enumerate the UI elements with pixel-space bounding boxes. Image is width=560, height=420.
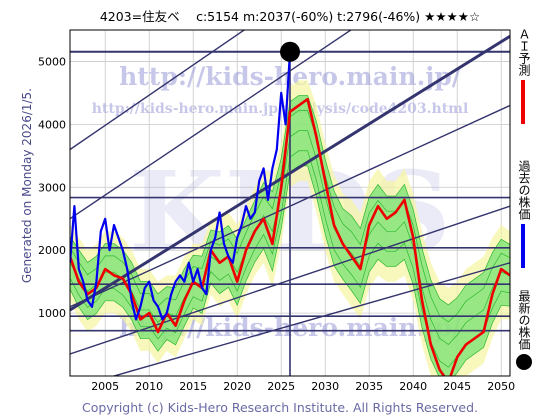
x-tick-label-2035: 2035: [355, 380, 383, 393]
legend-dot-latest: [516, 354, 532, 370]
x-tick-label-2030: 2030: [311, 380, 339, 393]
plot-area: [70, 30, 510, 376]
axes: 2005 2010 2015 2020 2025 2030 2035 2040 2045 2050…: [38, 41, 515, 393]
legend-label-latest: 最新の株価: [517, 290, 531, 350]
y-tick-label-1000: 1000: [38, 307, 66, 320]
x-tick-label-2045: 2045: [443, 380, 471, 393]
legend-label-past: 過去の株価: [517, 160, 531, 220]
chart-header: 4203=住友ベ c:5154 m:2037(-60%) t:2796(-46%…: [99, 9, 481, 24]
trend-line-0: [70, 30, 246, 151]
generated-label: Generated on Monday 2026/1/5.: [20, 88, 34, 284]
legend-label-ai: ＡＩ予測: [517, 28, 531, 76]
x-tick-label-2025: 2025: [267, 380, 295, 393]
legend-swatch-ai: [521, 80, 525, 124]
y-tick-label-3000: 3000: [38, 181, 66, 194]
latest-price-dot: [280, 41, 300, 62]
y-tick-label-2000: 2000: [38, 244, 66, 257]
copyright-footer: Copyright (c) Kids-Hero Research Institu…: [81, 400, 479, 415]
legend-swatch-past: [521, 224, 525, 268]
x-tick-label-2020: 2020: [223, 380, 251, 393]
x-tick-label-2005: 2005: [91, 380, 119, 393]
legend-item-past: 過去の株価: [516, 160, 540, 268]
plot-frame: [69, 29, 511, 377]
legend-item-latest: 最新の株価: [516, 290, 540, 370]
x-tick-label-2050: 2050: [487, 380, 515, 393]
x-tick-label-2015: 2015: [179, 380, 207, 393]
past-price-line: [70, 51, 292, 321]
legend-item-ai: ＡＩ予測: [516, 28, 540, 124]
y-tick-label-4000: 4000: [38, 118, 66, 131]
x-tick-label-2010: 2010: [135, 380, 163, 393]
band-green: [70, 95, 510, 376]
x-tick-label-2040: 2040: [399, 380, 427, 393]
y-tick-label-5000: 5000: [38, 55, 66, 68]
generated-label-wrap: Generated on Monday 2026/1/5.: [20, 88, 40, 318]
ai-prediction-line: [70, 97, 510, 376]
